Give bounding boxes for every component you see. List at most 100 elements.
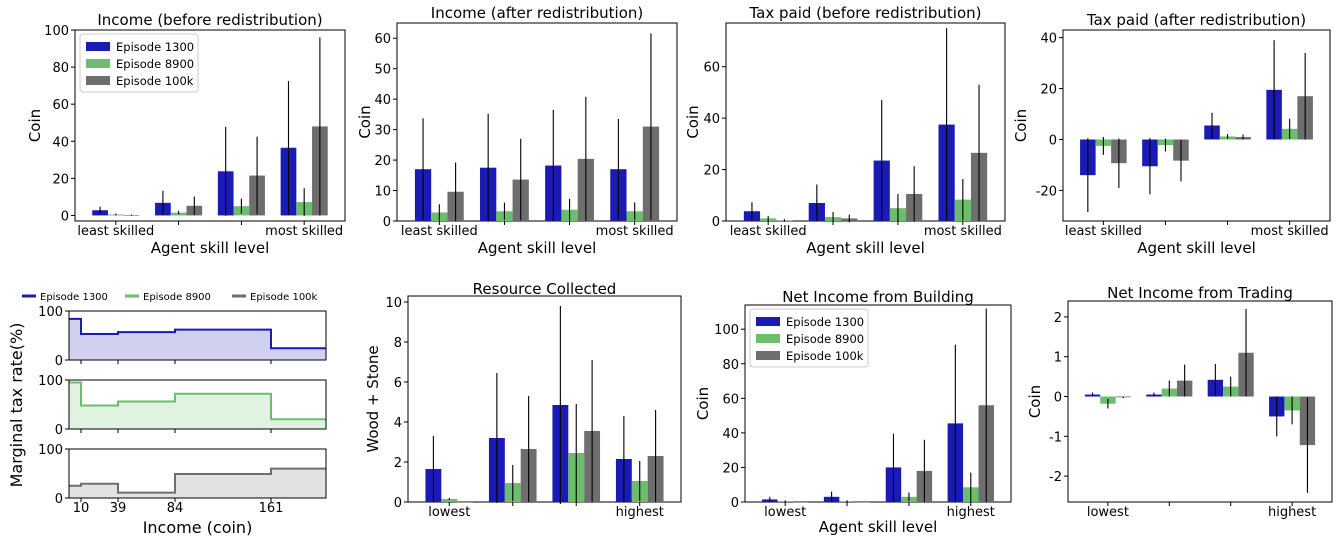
legend-swatch: [756, 351, 780, 360]
x-tick-label: least skilled: [730, 224, 807, 239]
y-tick-label: 100: [38, 374, 63, 389]
legend-swatch: [86, 59, 110, 68]
y-tick-label: 20: [1040, 83, 1057, 98]
plot-frame: [68, 448, 327, 499]
legend-swatch: [86, 42, 110, 51]
x-axis-label: Agent skill level: [478, 239, 597, 257]
y-tick-label: 40: [703, 112, 720, 127]
x-tick-label: 161: [259, 501, 284, 516]
y-tick-label: 0: [1054, 391, 1062, 406]
y-tick-label: 20: [374, 154, 391, 169]
y-tick-label: 0: [61, 209, 69, 224]
y-tick-label: 60: [374, 32, 391, 47]
y-tick-label: 40: [374, 93, 391, 108]
y-tick-label: -20: [1036, 184, 1057, 199]
y-tick-label: -1: [1049, 430, 1062, 445]
x-tick-label: lowest: [764, 505, 806, 520]
legend-swatch: [86, 76, 110, 85]
chart-title: Tax paid (after redistribution): [1086, 11, 1306, 29]
tax-step-line: [69, 381, 326, 421]
x-tick-label: highest: [1268, 505, 1316, 520]
y-tick-label: 80: [722, 358, 739, 373]
x-tick-label: most skilled: [924, 224, 1002, 239]
legend-label: Episode 100k: [786, 349, 864, 363]
plot-frame: [1067, 300, 1333, 503]
y-tick-label: 20: [703, 164, 720, 179]
y-tick-label: 8: [394, 336, 402, 351]
y-tick-label: 20: [722, 461, 739, 476]
y-tick-label: 40: [52, 135, 69, 150]
chart-title: Tax paid (before redistribution): [749, 4, 982, 22]
y-tick-label: 0: [394, 496, 402, 511]
y-axis-label: Coin: [684, 105, 702, 138]
y-tick-label: 50: [374, 63, 391, 78]
legend-label: Episode 1300: [116, 40, 194, 54]
y-tick-label: 6: [394, 376, 402, 391]
y-tick-label: 0: [712, 215, 720, 230]
chart-title: Net Income from Building: [782, 288, 974, 306]
x-axis-label: Income (coin): [143, 518, 253, 537]
tax-step-line: [69, 317, 326, 350]
y-tick-label: 2: [394, 456, 402, 471]
x-tick-label: least skilled: [1065, 224, 1142, 239]
y-tick-label: 60: [703, 61, 720, 76]
plot-frame: [68, 379, 327, 430]
y-tick-label: 40: [722, 427, 739, 442]
y-axis-label: Marginal tax rate(%): [7, 323, 26, 488]
y-axis-label: Coin: [1012, 109, 1030, 142]
y-tick-label: 30: [374, 124, 391, 139]
legend-label: Episode 100k: [116, 74, 194, 88]
x-tick-label: most skilled: [265, 224, 343, 239]
legend-swatch: [756, 334, 780, 343]
legend-swatch: [756, 317, 780, 326]
y-axis-label: Coin: [694, 387, 712, 420]
y-tick-label: 100: [44, 24, 69, 39]
chart-title: Income (before redistribution): [97, 11, 322, 29]
plot-frame: [725, 22, 1006, 222]
plot-frame: [1062, 29, 1331, 222]
plot-frame: [744, 304, 1012, 503]
tax-area: [69, 318, 326, 360]
legend-label: Episode 1300: [786, 315, 864, 329]
y-tick-label: 0: [55, 423, 63, 438]
y-axis-label: Wood + Stone: [364, 345, 382, 452]
y-tick-label: 100: [38, 305, 63, 320]
y-tick-label: 0: [1049, 134, 1057, 149]
x-tick-label: most skilled: [1251, 224, 1329, 239]
legend-label: Episode 8900: [116, 57, 194, 71]
y-tick-label: 60: [52, 98, 69, 113]
x-tick-label: lowest: [1087, 505, 1129, 520]
tax-area: [69, 468, 326, 498]
bar: [441, 499, 458, 502]
x-axis-label: Agent skill level: [1137, 239, 1256, 257]
y-axis-label: Coin: [26, 109, 44, 142]
bar: [457, 502, 474, 503]
y-tick-label: 100: [38, 443, 63, 458]
y-tick-label: 0: [55, 492, 63, 507]
y-tick-label: 4: [394, 416, 402, 431]
x-axis-label: Agent skill level: [151, 239, 270, 257]
x-tick-label: 10: [73, 501, 90, 516]
bar: [854, 502, 871, 503]
chart-title: Net Income from Trading: [1107, 284, 1293, 302]
x-tick-label: 84: [167, 501, 184, 516]
tax-step-line: [69, 467, 326, 494]
y-axis-label: Coin: [1026, 385, 1044, 418]
plot-frame: [68, 310, 327, 361]
y-axis-label: Coin: [356, 105, 374, 138]
chart-title: Resource Collected: [473, 280, 617, 298]
y-tick-label: 60: [722, 392, 739, 407]
legend-label: Episode 8900: [143, 292, 211, 303]
x-tick-label: least skilled: [77, 224, 154, 239]
plot-frame: [407, 295, 682, 503]
legend-label: Episode 1300: [40, 292, 108, 303]
bar: [792, 502, 809, 503]
y-tick-label: 100: [714, 323, 739, 338]
x-tick-label: highest: [947, 505, 995, 520]
x-axis-label: Agent skill level: [806, 239, 925, 257]
y-tick-label: 1: [1054, 351, 1062, 366]
plot-frame: [396, 22, 678, 222]
chart-title: Income (after redistribution): [431, 4, 643, 22]
legend-label: Episode 8900: [786, 332, 864, 346]
